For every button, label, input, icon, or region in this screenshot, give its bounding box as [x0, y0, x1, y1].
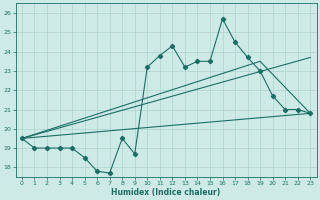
X-axis label: Humidex (Indice chaleur): Humidex (Indice chaleur) [111, 188, 221, 197]
